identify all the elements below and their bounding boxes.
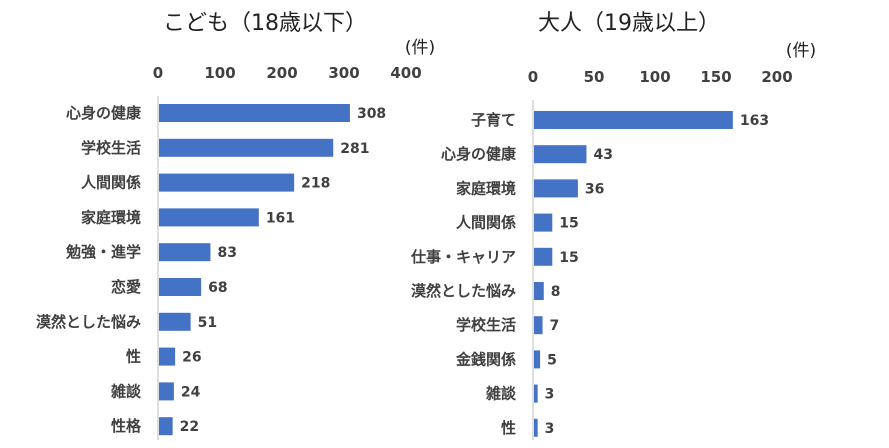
right-bar: [534, 350, 541, 369]
left-tick-label: 200: [266, 64, 297, 82]
left-bar: [159, 138, 334, 157]
left-bar: [159, 347, 176, 366]
right-bar: [534, 384, 538, 403]
right-data-label: 163: [740, 113, 769, 129]
left-category-label: 人間関係: [81, 174, 141, 192]
right-category-label: 性: [501, 419, 516, 437]
left-category-label: 心身の健康: [66, 104, 142, 122]
right-bar: [534, 418, 538, 437]
right-tick-label: 100: [639, 68, 670, 86]
right-category-label: 学校生活: [456, 316, 516, 334]
right-category-label: 漠然とした悩み: [411, 282, 516, 300]
left-tick-label: 0: [153, 64, 163, 82]
right-bar: [534, 213, 553, 232]
right-category-label: 仕事・キャリア: [410, 248, 516, 266]
right-unit-label: (件): [786, 41, 816, 61]
right-category-label: 心身の健康: [441, 145, 517, 163]
right-bar: [534, 316, 543, 335]
right-bar: [534, 111, 733, 129]
right-data-label: 15: [559, 250, 578, 266]
left-tick-label: 100: [204, 64, 235, 82]
left-category-label: 恋愛: [111, 278, 141, 296]
right-data-label: 5: [547, 352, 557, 368]
left-bar: [159, 208, 259, 227]
right-category-label: 人間関係: [456, 214, 516, 232]
right-bar: [534, 145, 587, 164]
left-category-label: 漠然とした悩み: [36, 313, 141, 331]
left-data-label: 51: [198, 315, 217, 331]
left-data-label: 161: [266, 210, 295, 226]
left-data-label: 68: [208, 280, 227, 296]
left-bar: [159, 104, 350, 122]
left-category-label: 雑談: [110, 382, 142, 400]
left-bar: [159, 417, 173, 436]
left-category-label: 性格: [111, 417, 142, 435]
right-data-label: 3: [545, 387, 555, 403]
right-bar: [534, 179, 578, 198]
right-data-label: 15: [559, 216, 578, 232]
right-data-label: 36: [585, 181, 604, 197]
right-data-label: 7: [550, 318, 560, 334]
left-bar: [159, 382, 174, 401]
left-data-label: 83: [217, 245, 236, 261]
right-category-label: 家庭環境: [456, 179, 516, 197]
left-bar: [159, 243, 211, 262]
right-category-label: 雑談: [485, 385, 517, 403]
right-category-label: 金銭関係: [455, 350, 516, 368]
right-data-label: 3: [545, 421, 555, 437]
left-tick-label: 300: [328, 64, 359, 82]
left-data-label: 26: [182, 350, 201, 366]
right-tick-label: 150: [700, 68, 731, 86]
right-chart-title: 大人（19歳以上）: [538, 11, 720, 36]
left-tick-label: 400: [390, 64, 421, 82]
right-data-label: 8: [551, 284, 561, 300]
right-tick-label: 50: [584, 68, 605, 86]
right-tick-label: 0: [528, 68, 538, 86]
left-data-label: 24: [181, 384, 201, 400]
right-tick-label: 200: [761, 68, 792, 86]
left-category-label: 性: [126, 348, 141, 366]
right-data-label: 43: [593, 147, 612, 163]
left-data-label: 308: [357, 106, 386, 122]
left-data-label: 218: [301, 176, 330, 192]
right-bar: [534, 247, 553, 266]
right-bar: [534, 282, 544, 300]
right-category-label: 子育て: [471, 111, 516, 129]
left-chart-title: こども（18歳以下）: [163, 11, 367, 36]
left-bar: [159, 312, 191, 331]
left-category-label: 勉強・進学: [65, 243, 141, 261]
left-category-label: 学校生活: [81, 139, 141, 157]
left-category-label: 家庭環境: [81, 208, 141, 226]
left-bar: [159, 278, 202, 296]
left-unit-label: (件): [405, 38, 435, 58]
left-data-label: 22: [180, 419, 199, 435]
left-bar: [159, 173, 295, 192]
left-data-label: 281: [340, 141, 369, 157]
